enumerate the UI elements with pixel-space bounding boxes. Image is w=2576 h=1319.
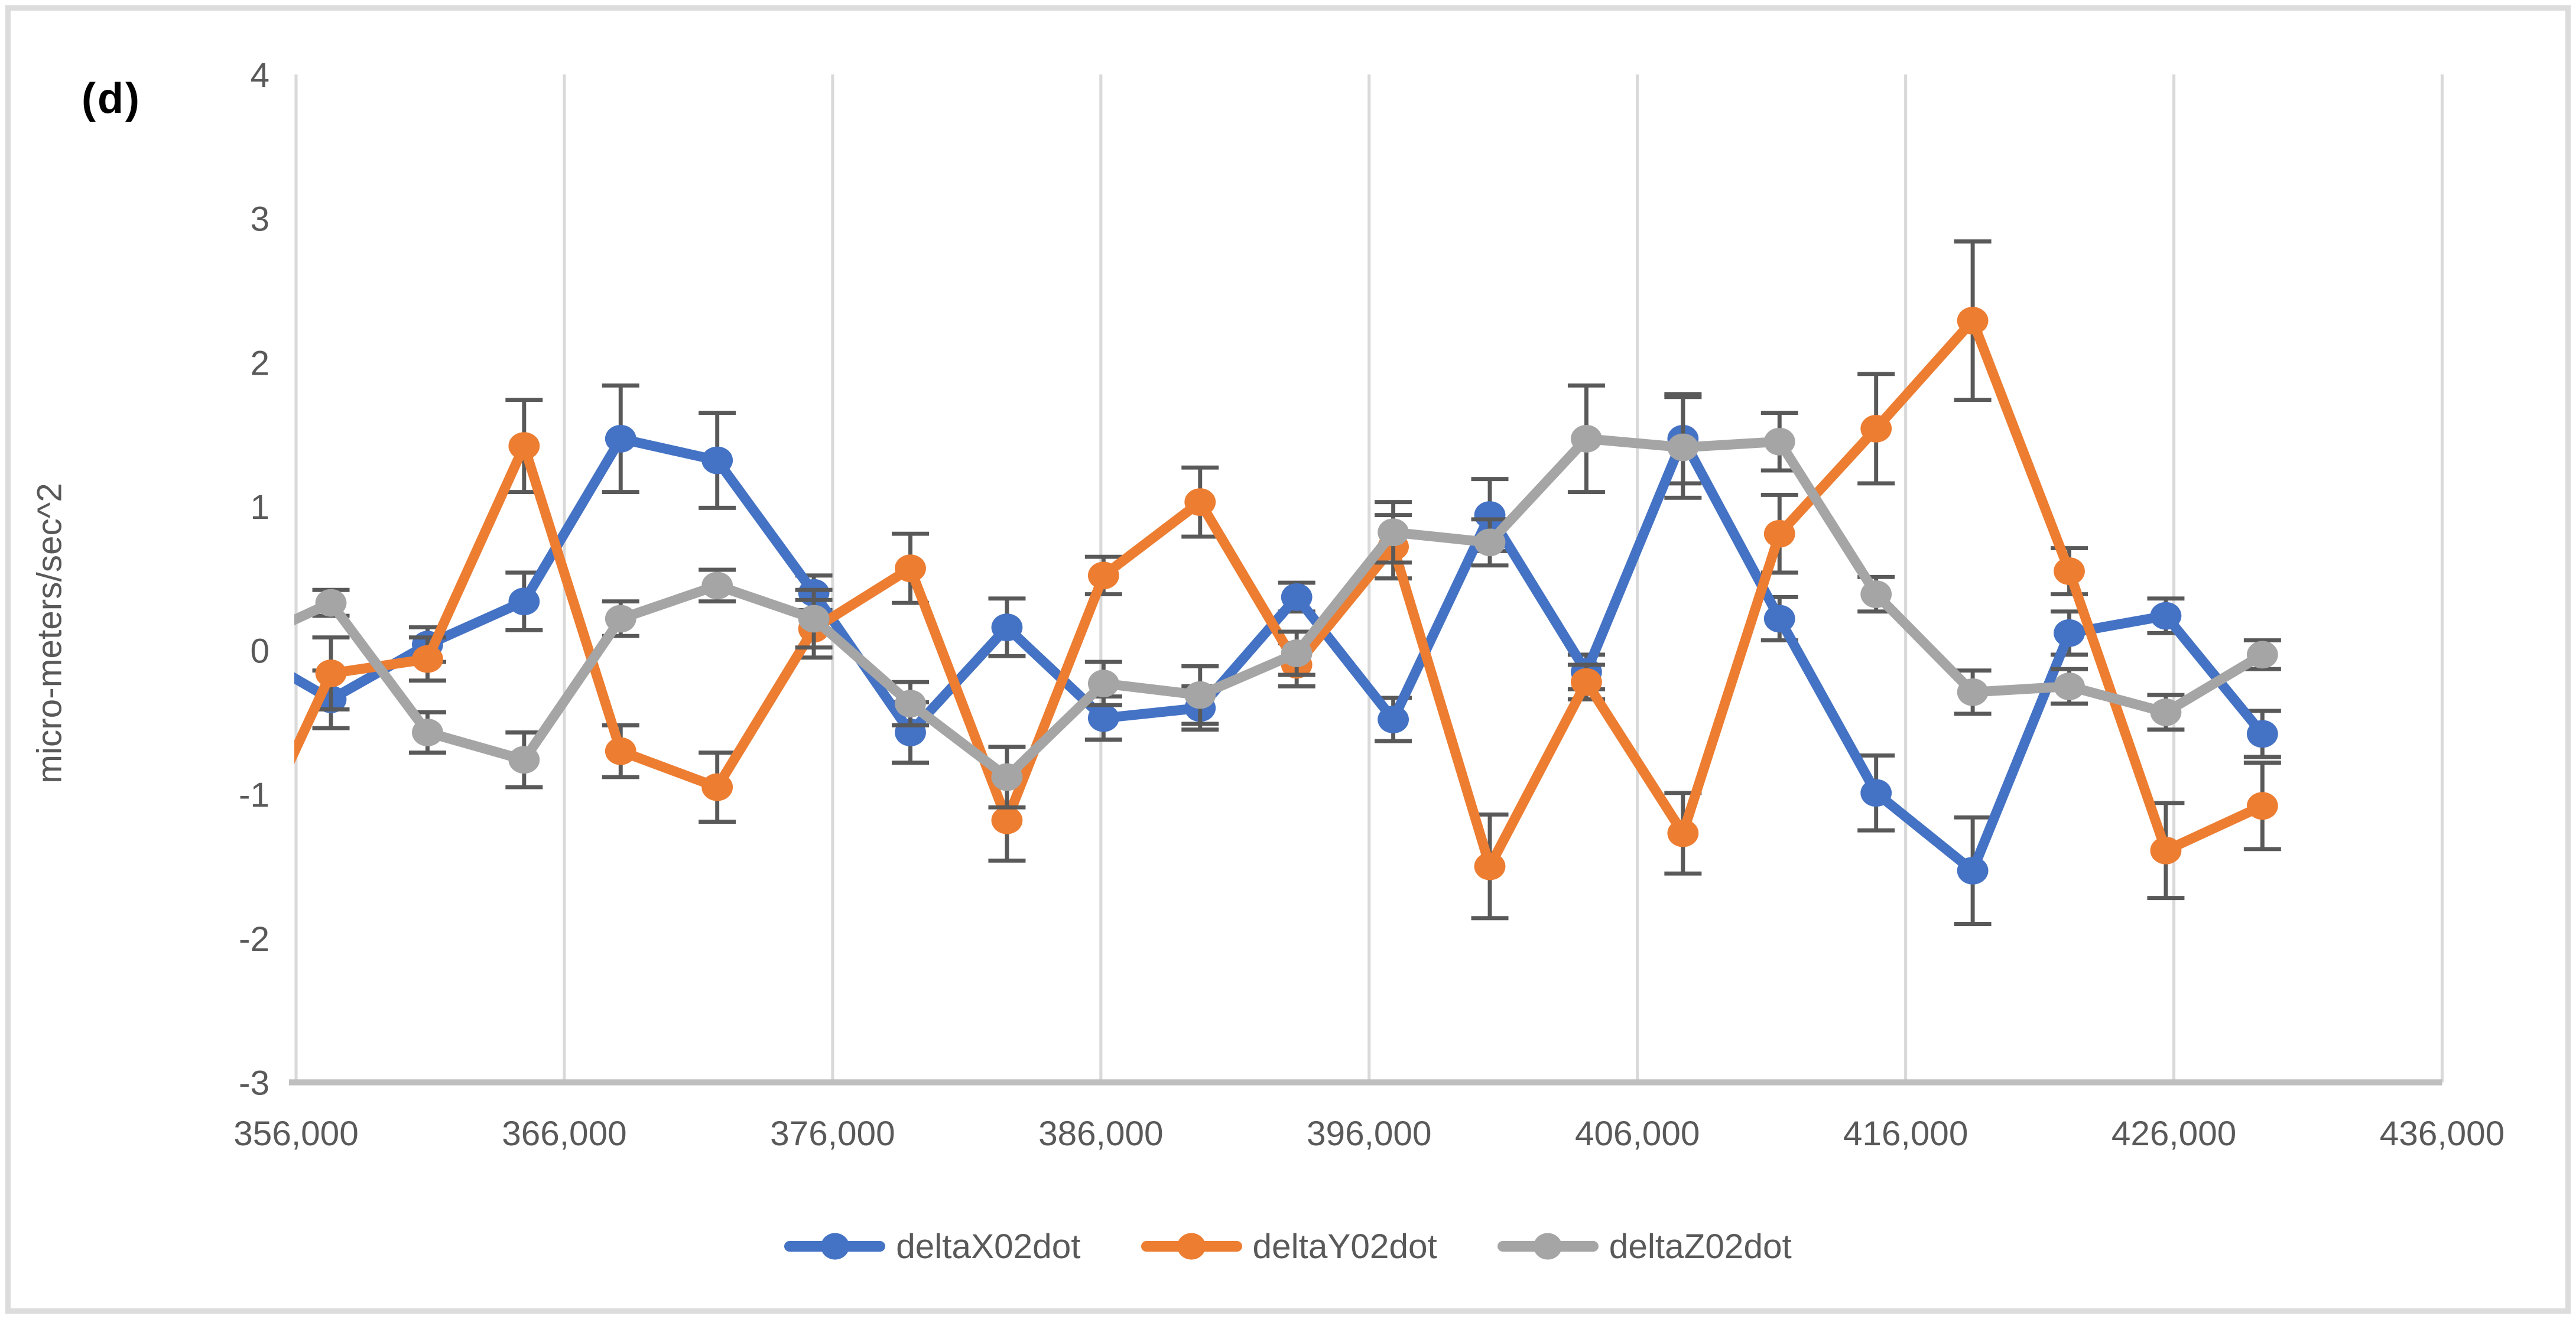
- data-point-marker: [1474, 528, 1506, 557]
- panel-label: (d): [82, 75, 141, 122]
- data-point-marker: [1087, 561, 1119, 590]
- data-point-marker: [701, 571, 733, 600]
- data-point-marker: [1087, 670, 1119, 698]
- data-point-marker: [991, 613, 1023, 641]
- legend-item-deltaX02dot: deltaX02dot: [784, 1227, 1081, 1266]
- figure-panel: (d) micro-meters/sec^2 356,000 366,000 376…: [5, 5, 2571, 1314]
- data-point-marker: [219, 633, 250, 661]
- data-point-marker: [508, 746, 540, 774]
- data-point-marker: [1763, 605, 1795, 633]
- data-point-marker: [1087, 704, 1119, 732]
- data-point-marker: [701, 446, 733, 475]
- data-point-marker: [2054, 619, 2085, 647]
- data-point-marker: [2246, 792, 2278, 820]
- data-point-marker: [219, 867, 250, 895]
- data-point-marker: [991, 763, 1023, 791]
- series-line: [294, 434, 2268, 876]
- data-point-marker: [508, 432, 540, 460]
- x-tick-label: 416,000: [1843, 1115, 1968, 1153]
- x-tick-label: 396,000: [1307, 1115, 1431, 1153]
- data-point-marker: [895, 554, 926, 583]
- data-point-marker: [2150, 836, 2182, 865]
- x-tick-label: 436,000: [2380, 1115, 2504, 1153]
- data-point-marker: [1281, 639, 1313, 667]
- series-line: [294, 316, 2268, 872]
- data-point-marker: [1957, 856, 1989, 885]
- y-tick-label: 1: [250, 488, 269, 527]
- data-point-marker: [1860, 580, 1892, 608]
- data-point-marker: [1763, 427, 1795, 456]
- data-point-marker: [1860, 779, 1892, 807]
- data-point-marker: [1860, 414, 1892, 443]
- x-tick-label: 356,000: [233, 1115, 358, 1153]
- series-line: [294, 434, 2268, 782]
- data-point-marker: [2054, 673, 2085, 700]
- data-point-marker: [412, 719, 443, 746]
- y-tick-label: 2: [250, 344, 269, 382]
- data-point-marker: [1184, 488, 1216, 516]
- data-point-marker: [2246, 720, 2278, 748]
- x-tick-label: 376,000: [770, 1115, 895, 1153]
- data-point-marker: [1763, 519, 1795, 548]
- y-tick-label: 0: [250, 632, 269, 671]
- x-tick-label: 426,000: [2112, 1115, 2236, 1153]
- data-point-marker: [1184, 681, 1216, 709]
- x-tick-label: 366,000: [502, 1115, 626, 1153]
- y-tick-label: -1: [239, 776, 269, 814]
- legend-line-dot-icon: [784, 1233, 886, 1260]
- y-tick-label: 4: [250, 56, 269, 95]
- data-point-marker: [895, 690, 926, 718]
- data-point-marker: [1378, 518, 1409, 547]
- x-tick-label: 386,000: [1038, 1115, 1163, 1153]
- data-point-marker: [2246, 641, 2278, 669]
- series-deltaY02dot: [219, 239, 2281, 921]
- data-point-marker: [605, 605, 636, 633]
- series-deltaZ02dot: [219, 383, 2281, 810]
- data-point-marker: [2054, 557, 2085, 585]
- legend-dot-icon: [820, 1233, 849, 1260]
- legend-label: deltaX02dot: [896, 1227, 1081, 1266]
- data-point-marker: [1957, 307, 1989, 335]
- data-point-marker: [315, 660, 347, 687]
- data-point-marker: [1957, 678, 1989, 706]
- chart-legend: deltaX02dot deltaY02dot deltaZ02dot: [11, 1216, 2565, 1276]
- legend-label: deltaY02dot: [1252, 1227, 1437, 1266]
- data-point-marker: [605, 425, 636, 453]
- data-point-marker: [991, 806, 1023, 834]
- legend-dot-icon: [1177, 1233, 1206, 1260]
- data-point-marker: [1378, 706, 1409, 733]
- data-point-marker: [1474, 852, 1506, 881]
- legend-item-deltaY02dot: deltaY02dot: [1141, 1227, 1437, 1266]
- data-point-marker: [1667, 433, 1699, 462]
- data-point-marker: [219, 629, 250, 657]
- line-chart: 356,000 366,000 376,000 386,000 396,000 406,0…: [219, 56, 2504, 1153]
- legend-dot-icon: [1534, 1233, 1563, 1260]
- data-point-marker: [1667, 819, 1699, 847]
- y-tick-label: -3: [239, 1064, 269, 1103]
- legend-line-dot-icon: [1141, 1233, 1242, 1260]
- data-point-marker: [508, 587, 540, 616]
- data-point-marker: [1571, 425, 1602, 453]
- data-point-marker: [1281, 583, 1313, 611]
- legend-line-dot-icon: [1497, 1233, 1599, 1260]
- data-point-marker: [701, 773, 733, 801]
- data-point-marker: [2150, 698, 2182, 726]
- y-tick-label: 3: [250, 200, 269, 239]
- legend-label: deltaZ02dot: [1609, 1227, 1792, 1266]
- data-point-marker: [605, 737, 636, 765]
- y-tick-label: -2: [239, 920, 269, 959]
- x-tick-label: 406,000: [1575, 1115, 1700, 1153]
- data-point-marker: [1571, 668, 1602, 696]
- legend-item-deltaZ02dot: deltaZ02dot: [1497, 1227, 1792, 1266]
- data-point-marker: [1474, 501, 1506, 529]
- data-point-marker: [412, 645, 443, 673]
- data-point-marker: [798, 605, 830, 633]
- data-point-marker: [2150, 602, 2182, 630]
- data-point-marker: [315, 589, 347, 617]
